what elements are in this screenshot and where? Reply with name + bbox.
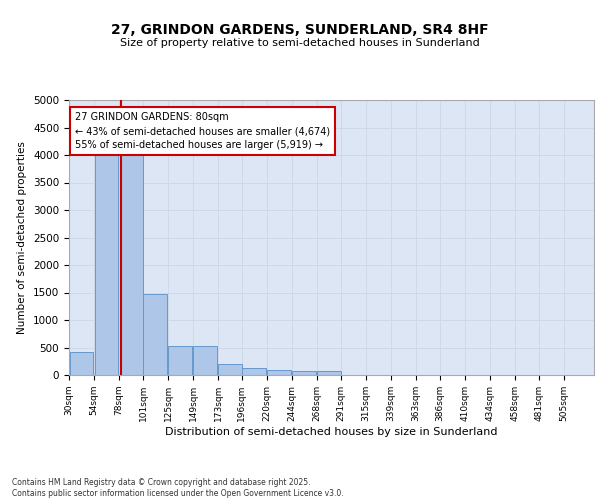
Bar <box>193 346 217 375</box>
Text: 27 GRINDON GARDENS: 80sqm
← 43% of semi-detached houses are smaller (4,674)
55% : 27 GRINDON GARDENS: 80sqm ← 43% of semi-… <box>75 112 331 150</box>
Bar <box>268 370 292 375</box>
Bar <box>242 368 266 375</box>
Bar <box>119 153 143 375</box>
Y-axis label: Number of semi-detached properties: Number of semi-detached properties <box>17 141 28 334</box>
Bar <box>169 346 193 375</box>
X-axis label: Distribution of semi-detached houses by size in Sunderland: Distribution of semi-detached houses by … <box>165 426 498 436</box>
Bar <box>95 154 118 375</box>
Bar <box>292 371 316 375</box>
Text: 27, GRINDON GARDENS, SUNDERLAND, SR4 8HF: 27, GRINDON GARDENS, SUNDERLAND, SR4 8HF <box>111 22 489 36</box>
Text: Contains HM Land Registry data © Crown copyright and database right 2025.
Contai: Contains HM Land Registry data © Crown c… <box>12 478 344 498</box>
Bar <box>70 352 94 375</box>
Bar <box>218 364 242 375</box>
Bar <box>143 294 167 375</box>
Bar <box>317 372 341 375</box>
Text: Size of property relative to semi-detached houses in Sunderland: Size of property relative to semi-detach… <box>120 38 480 48</box>
